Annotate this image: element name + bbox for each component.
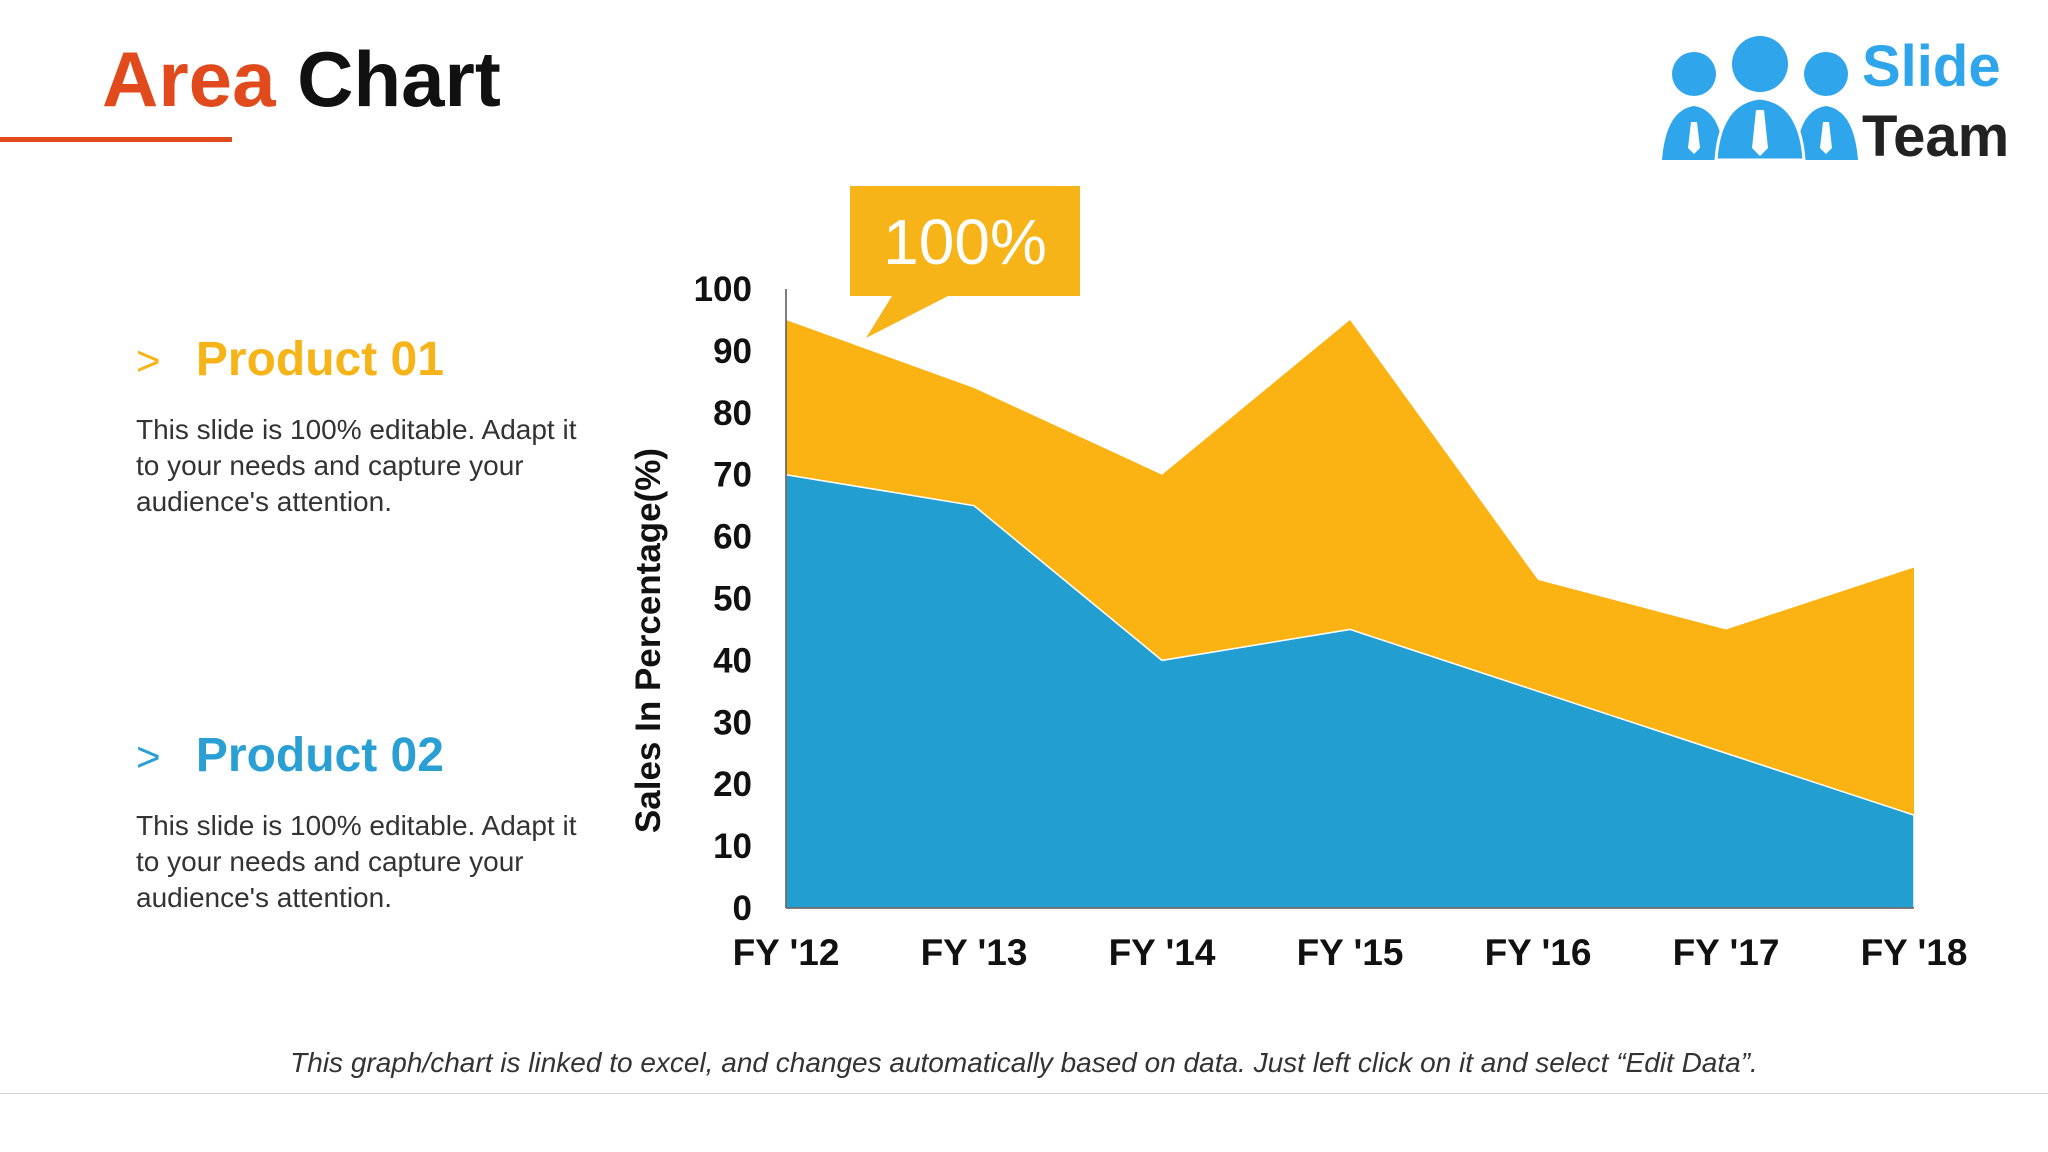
slideteam-logo: Slide Team xyxy=(1660,30,2020,170)
product-01-name: Product 01 xyxy=(195,333,444,386)
people-group-icon xyxy=(1662,36,1858,162)
chevron-right-icon: > xyxy=(136,733,161,780)
y-tick-label: 30 xyxy=(713,703,752,742)
y-tick-label: 10 xyxy=(713,827,752,866)
y-tick-label: 90 xyxy=(713,332,752,371)
y-tick-label: 80 xyxy=(713,394,752,433)
page-title: Area Chart xyxy=(102,40,501,118)
x-tick-label: FY '13 xyxy=(921,932,1028,973)
y-tick-label: 50 xyxy=(713,580,752,619)
bottom-divider xyxy=(0,1093,2048,1094)
footer-note: This graph/chart is linked to excel, and… xyxy=(290,1047,1758,1078)
y-tick-label: 0 xyxy=(733,889,752,928)
title-word-area: Area xyxy=(102,35,276,123)
callout-text: 100% xyxy=(883,206,1047,278)
title-underline xyxy=(0,137,232,142)
y-tick-label: 20 xyxy=(713,765,752,804)
product-02-heading: > Product 02 xyxy=(136,732,606,780)
x-tick-label: FY '17 xyxy=(1673,932,1780,973)
product-01-block: > Product 01 This slide is 100% editable… xyxy=(136,336,606,520)
product-02-name: Product 02 xyxy=(195,729,444,782)
x-tick-label: FY '18 xyxy=(1861,932,1968,973)
product-01-heading: > Product 01 xyxy=(136,336,606,384)
y-axis-label: Sales In Percentage(%) xyxy=(629,448,668,833)
product-01-description: This slide is 100% editable. Adapt it to… xyxy=(136,414,577,517)
title-word-chart: Chart xyxy=(297,35,501,123)
area-series-2 xyxy=(785,473,1915,909)
x-tick-label: FY '12 xyxy=(733,932,840,973)
product-02-description: This slide is 100% editable. Adapt it to… xyxy=(136,810,577,913)
y-tick-label: 100 xyxy=(694,270,752,309)
y-tick-label: 40 xyxy=(713,641,752,680)
y-tick-label: 70 xyxy=(713,456,752,495)
product-02-block: > Product 02 This slide is 100% editable… xyxy=(136,732,606,916)
logo-word-slide: Slide xyxy=(1862,34,2001,99)
x-tick-label: FY '15 xyxy=(1297,932,1404,973)
callout-bubble xyxy=(850,186,1080,338)
chevron-right-icon: > xyxy=(136,337,161,384)
x-tick-label: FY '16 xyxy=(1485,932,1592,973)
y-tick-label: 60 xyxy=(713,518,752,557)
x-tick-label: FY '14 xyxy=(1109,932,1216,973)
logo-word-team: Team xyxy=(1862,104,2010,169)
